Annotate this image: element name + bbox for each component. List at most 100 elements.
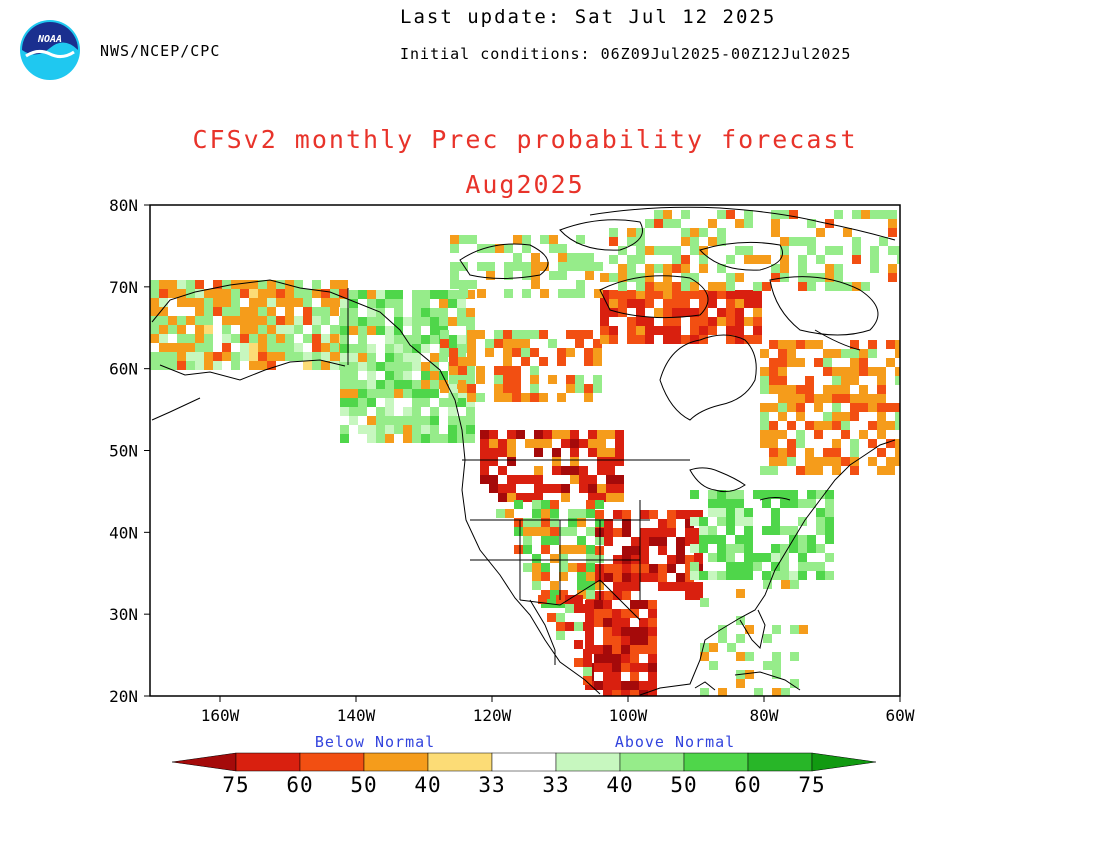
probability-cell [583, 658, 592, 667]
probability-cell [717, 290, 726, 299]
probability-cell [807, 219, 816, 228]
probability-cell [385, 380, 394, 389]
probability-cell [615, 457, 624, 466]
probability-cell [823, 412, 832, 421]
probability-cell [430, 416, 439, 425]
probability-cell [780, 562, 789, 571]
probability-cell [690, 282, 699, 291]
probability-cell [814, 466, 823, 475]
probability-cell [574, 595, 583, 604]
probability-cell [394, 308, 403, 317]
probability-cell [735, 326, 744, 335]
probability-cell [762, 553, 771, 562]
probability-cell [358, 389, 367, 398]
probability-cell [648, 681, 657, 690]
probability-cell [708, 326, 717, 335]
probability-cell [503, 348, 512, 357]
probability-cell [841, 430, 850, 439]
probability-cell [700, 652, 709, 661]
probability-cell [552, 466, 561, 475]
probability-cell [825, 273, 834, 282]
probability-cell [897, 246, 900, 255]
probability-cell [744, 255, 753, 264]
probability-cell [561, 439, 570, 448]
y-tick-label: 80N [109, 196, 138, 215]
probability-cell [303, 334, 312, 343]
probability-cell [772, 688, 781, 696]
probability-cell [744, 544, 753, 553]
probability-cell [358, 317, 367, 326]
probability-cell [439, 308, 448, 317]
probability-cell [476, 330, 485, 339]
probability-cell [648, 663, 657, 672]
probability-cell [888, 273, 897, 282]
probability-cell [285, 343, 294, 352]
probability-cell [421, 362, 430, 371]
probability-cell [841, 367, 850, 376]
probability-cell [612, 672, 621, 681]
probability-cell [367, 434, 376, 443]
probability-cell [823, 385, 832, 394]
probability-cell [177, 289, 186, 298]
probability-cell [613, 564, 622, 573]
y-tick-label: 70N [109, 278, 138, 297]
probability-cell [663, 273, 672, 282]
probability-cell [816, 562, 825, 571]
probability-cell [276, 289, 285, 298]
probability-cell [585, 627, 594, 636]
probability-cell [240, 343, 249, 352]
probability-cell [421, 425, 430, 434]
legend-value: 75 [798, 773, 825, 797]
probability-cell [606, 466, 615, 475]
probability-cell [403, 353, 412, 362]
probability-cell [603, 663, 612, 672]
probability-cell [186, 343, 195, 352]
probability-cell [834, 273, 843, 282]
probability-cell [550, 527, 559, 536]
probability-cell [735, 508, 744, 517]
probability-cell [532, 527, 541, 536]
probability-cell [579, 475, 588, 484]
probability-cell [385, 362, 394, 371]
probability-cell [507, 448, 516, 457]
probability-cell [744, 299, 753, 308]
probability-cell [285, 289, 294, 298]
probability-cell [525, 439, 534, 448]
probability-cell [877, 448, 886, 457]
probability-cell [825, 499, 834, 508]
probability-cell [159, 325, 168, 334]
probability-cell [494, 339, 503, 348]
probability-cell [358, 326, 367, 335]
probability-cell [735, 246, 744, 255]
probability-cell [195, 352, 204, 361]
probability-cell [645, 282, 654, 291]
y-tick-label: 50N [109, 442, 138, 461]
probability-cell [480, 475, 489, 484]
probability-cell [790, 652, 799, 661]
probability-cell [663, 335, 672, 344]
probability-cell [807, 282, 816, 291]
probability-cell [457, 299, 466, 308]
probability-cell [870, 255, 879, 264]
probability-cell [787, 448, 796, 457]
probability-cell [503, 366, 512, 375]
probability-cell [574, 604, 583, 613]
probability-cell [276, 334, 285, 343]
probability-cell [195, 298, 204, 307]
probability-cell [367, 308, 376, 317]
probability-cell [403, 425, 412, 434]
probability-cell [645, 326, 654, 335]
probability-cell [744, 246, 753, 255]
probability-cell [267, 289, 276, 298]
coastlines [151, 206, 896, 696]
probability-cell [534, 439, 543, 448]
probability-cell [663, 282, 672, 291]
probability-cell [631, 537, 640, 546]
probability-cell [699, 335, 708, 344]
probability-cell [439, 434, 448, 443]
probability-cell [868, 394, 877, 403]
probability-cell [240, 352, 249, 361]
probability-cell [541, 536, 550, 545]
probability-cell [349, 353, 358, 362]
probability-cell [681, 210, 690, 219]
